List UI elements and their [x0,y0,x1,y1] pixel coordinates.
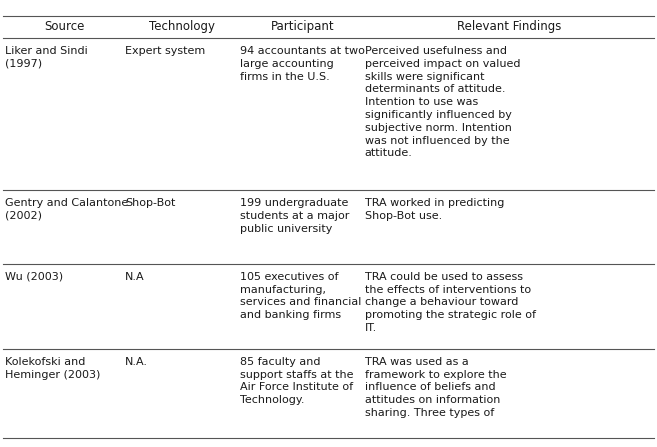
Text: Liker and Sindi
(1997): Liker and Sindi (1997) [5,46,88,69]
Text: 94 accountants at two
large accounting
firms in the U.S.: 94 accountants at two large accounting f… [240,46,365,82]
Text: Perceived usefulness and
perceived impact on valued
skills were significant
dete: Perceived usefulness and perceived impac… [365,46,520,158]
Text: 85 faculty and
support staffs at the
Air Force Institute of
Technology.: 85 faculty and support staffs at the Air… [240,357,353,405]
Text: Relevant Findings: Relevant Findings [457,20,561,34]
Text: Gentry and Calantone
(2002): Gentry and Calantone (2002) [5,198,129,221]
Text: Kolekofski and
Heminger (2003): Kolekofski and Heminger (2003) [5,357,101,380]
Text: Wu (2003): Wu (2003) [5,272,63,282]
Text: Participant: Participant [271,20,334,34]
Text: Technology: Technology [149,20,215,34]
Text: Source: Source [44,20,85,34]
Text: TRA was used as a
framework to explore the
influence of beliefs and
attitudes on: TRA was used as a framework to explore t… [365,357,507,418]
Text: N.A.: N.A. [125,357,148,367]
Text: TRA worked in predicting
Shop-Bot use.: TRA worked in predicting Shop-Bot use. [365,198,504,221]
Text: 105 executives of
manufacturing,
services and financial
and banking firms: 105 executives of manufacturing, service… [240,272,361,320]
Text: Shop-Bot: Shop-Bot [125,198,175,208]
Text: N.A: N.A [125,272,145,282]
Text: TRA could be used to assess
the effects of interventions to
change a behaviour t: TRA could be used to assess the effects … [365,272,535,333]
Text: Expert system: Expert system [125,46,205,56]
Text: 199 undergraduate
students at a major
public university: 199 undergraduate students at a major pu… [240,198,349,234]
